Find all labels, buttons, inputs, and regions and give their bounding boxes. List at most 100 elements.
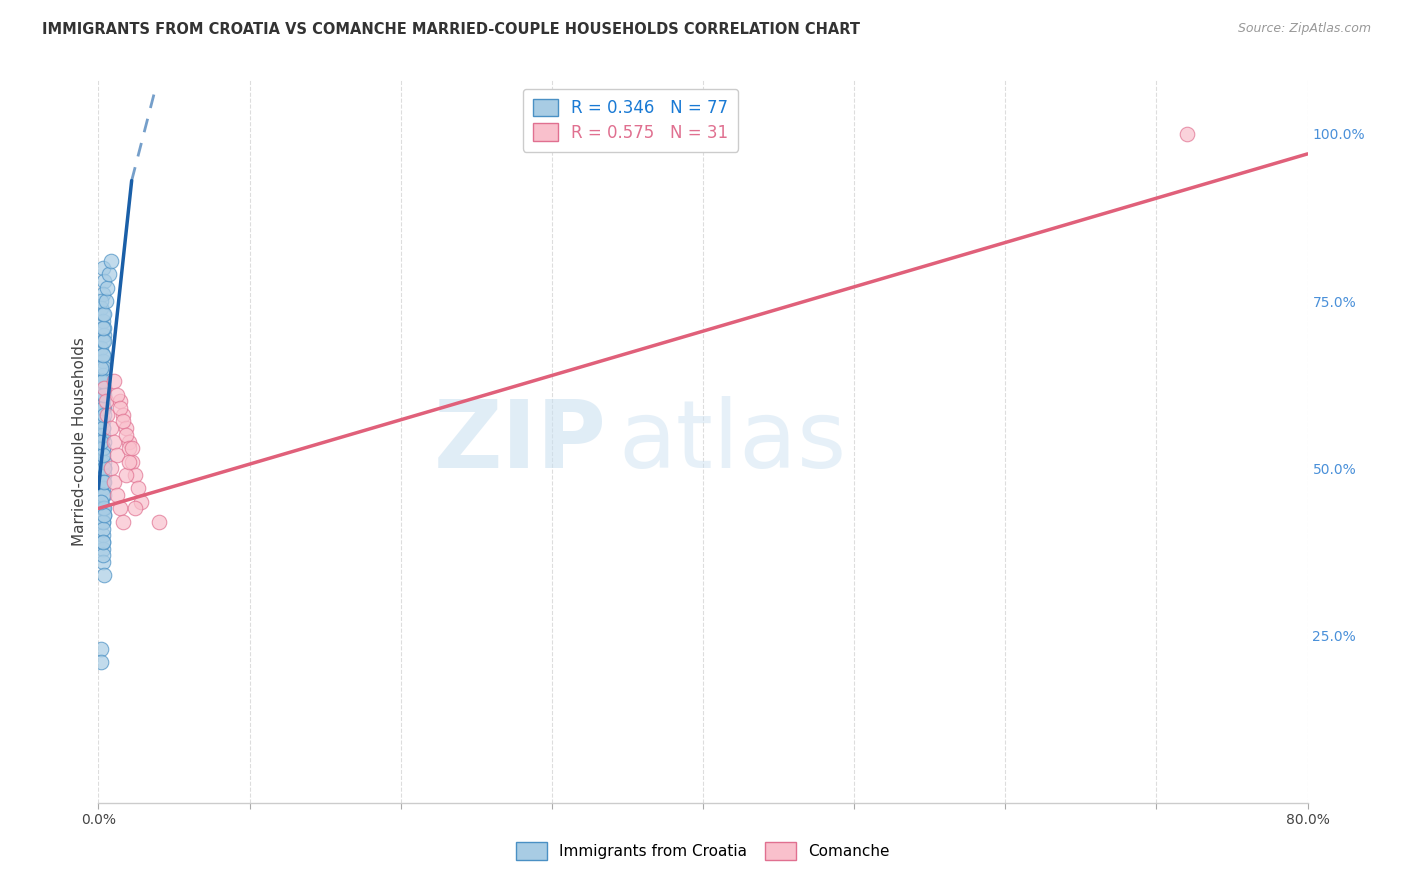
Point	[91, 354, 114, 368]
Point	[91, 534, 114, 549]
Point	[94, 294, 117, 309]
Point	[90, 494, 112, 508]
Point	[91, 307, 114, 322]
Point	[103, 434, 125, 449]
Point	[91, 375, 114, 389]
Point	[93, 455, 115, 469]
Point	[93, 321, 115, 335]
Point	[91, 442, 114, 455]
Point	[121, 455, 143, 469]
Point	[93, 334, 115, 349]
Point	[93, 327, 115, 342]
Point	[91, 314, 114, 328]
Point	[103, 475, 125, 489]
Point	[114, 427, 136, 442]
Point	[91, 515, 114, 529]
Point	[108, 401, 131, 416]
Point	[91, 501, 114, 516]
Point	[108, 394, 131, 409]
Point	[90, 642, 112, 657]
Point	[91, 348, 114, 362]
Point	[91, 488, 114, 502]
Text: IMMIGRANTS FROM CROATIA VS COMANCHE MARRIED-COUPLE HOUSEHOLDS CORRELATION CHART: IMMIGRANTS FROM CROATIA VS COMANCHE MARR…	[42, 22, 860, 37]
Point	[93, 467, 115, 482]
Text: Source: ZipAtlas.com: Source: ZipAtlas.com	[1237, 22, 1371, 36]
Point	[93, 508, 115, 523]
Point	[118, 434, 141, 449]
Point	[121, 442, 143, 455]
Point	[93, 475, 115, 489]
Point	[129, 494, 152, 508]
Point	[114, 467, 136, 482]
Point	[93, 434, 115, 449]
Point	[100, 254, 122, 268]
Point	[91, 528, 114, 542]
Point	[93, 274, 115, 288]
Point	[124, 501, 146, 516]
Point	[105, 448, 128, 462]
Point	[91, 475, 114, 489]
Point	[91, 515, 114, 529]
Point	[91, 401, 114, 416]
Point	[90, 375, 112, 389]
Point	[93, 381, 115, 395]
Point	[98, 268, 121, 282]
Point	[93, 381, 115, 395]
Point	[93, 307, 115, 322]
Point	[93, 488, 115, 502]
Point	[91, 368, 114, 382]
Point	[91, 448, 114, 462]
Point	[91, 555, 114, 569]
Point	[90, 408, 112, 422]
Point	[148, 515, 170, 529]
Point	[91, 421, 114, 435]
Point	[91, 414, 114, 429]
Point	[90, 341, 112, 355]
Point	[93, 408, 115, 422]
Point	[93, 568, 115, 582]
Point	[90, 494, 112, 508]
Point	[90, 301, 112, 315]
Text: ZIP: ZIP	[433, 395, 606, 488]
Point	[91, 348, 114, 362]
Point	[91, 534, 114, 549]
Point	[94, 394, 117, 409]
Point	[90, 361, 112, 376]
Point	[90, 427, 112, 442]
Point	[93, 508, 115, 523]
Point	[96, 281, 118, 295]
Point	[90, 455, 112, 469]
Point	[91, 394, 114, 409]
Point	[91, 260, 114, 275]
Point	[100, 421, 122, 435]
Point	[91, 541, 114, 556]
Point	[118, 455, 141, 469]
Point	[91, 475, 114, 489]
Point	[90, 434, 112, 449]
Point	[91, 321, 114, 335]
Point	[91, 448, 114, 462]
Point	[90, 294, 112, 309]
Point	[91, 334, 114, 349]
Text: atlas: atlas	[619, 395, 846, 488]
Point	[93, 361, 115, 376]
Point	[91, 387, 114, 401]
Point	[90, 414, 112, 429]
Point	[91, 501, 114, 516]
Point	[91, 442, 114, 455]
Point	[93, 501, 115, 516]
Point	[91, 521, 114, 535]
Point	[105, 387, 128, 401]
Point	[91, 482, 114, 496]
Point	[108, 501, 131, 516]
Point	[111, 408, 134, 422]
Y-axis label: Married-couple Households: Married-couple Households	[72, 337, 87, 546]
Point	[93, 401, 115, 416]
Point	[90, 655, 112, 669]
Point	[91, 427, 114, 442]
Point	[1175, 127, 1198, 141]
Point	[93, 461, 115, 475]
Point	[111, 414, 134, 429]
Point	[118, 442, 141, 455]
Point	[127, 482, 149, 496]
